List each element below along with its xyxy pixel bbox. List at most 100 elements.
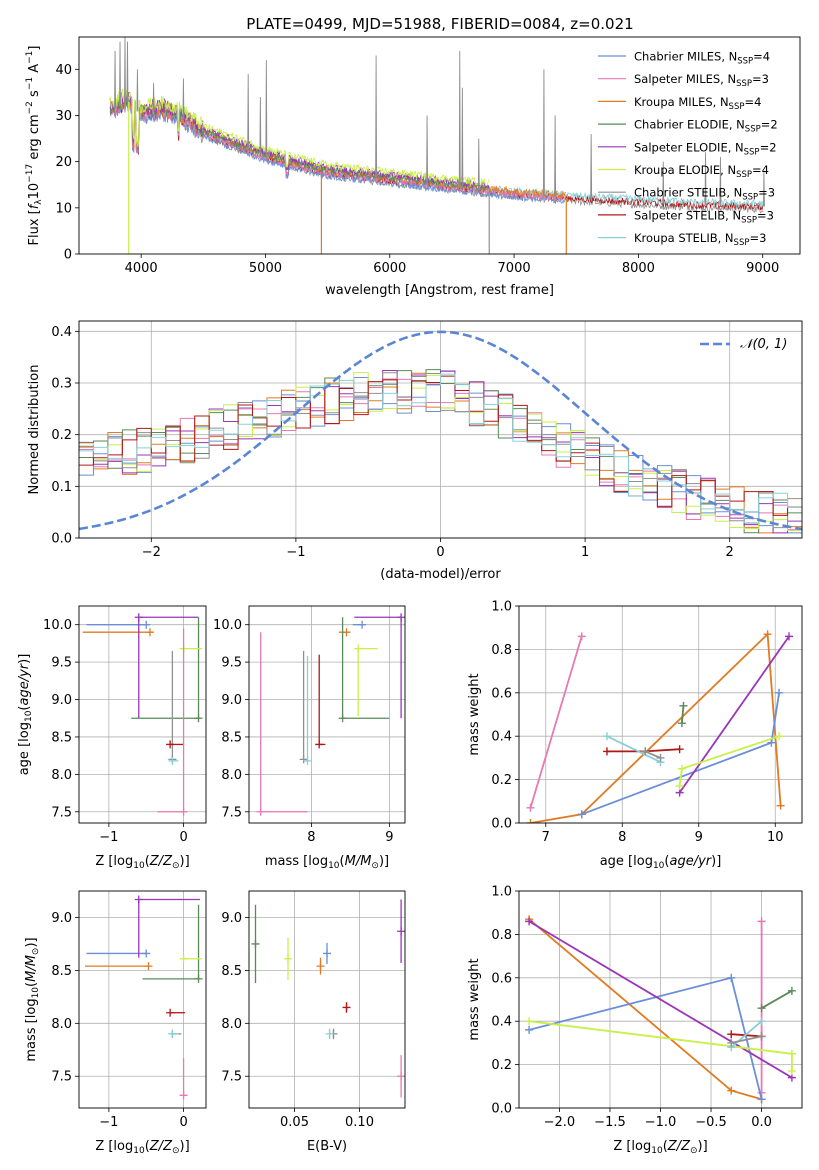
- y-tick-label: 9.0: [221, 693, 242, 708]
- x-tick-label: 10: [767, 830, 784, 845]
- panel-residuals: −2 −1 0 1 2 0.0 0.1 0.2 0.3 0.4 𝒩(0, 1) (data-model…: [27, 320, 803, 582]
- data-point: [757, 1017, 766, 1026]
- data-point: [775, 688, 784, 697]
- panel-mass-vs-EBV: 0.05 0.10 7.5 8.0 8.5 9.0 E(B-V): [221, 890, 406, 1154]
- axes: −1 0 7.5 8.0 8.5 9.0 Z [log10(Z/Z⊙)] mass [log1…: [24, 890, 207, 1156]
- y-tick-label: 0.2: [491, 773, 512, 788]
- data-point: [526, 803, 535, 812]
- series-line: [761, 990, 793, 1009]
- x-tick-label: −1: [286, 545, 305, 560]
- data-point: [727, 1030, 736, 1039]
- y-tick-label: 10.0: [43, 618, 72, 633]
- y-tick-label: 10: [55, 201, 72, 216]
- x-tick-label: 7000: [498, 261, 531, 276]
- data-point: [677, 764, 686, 773]
- y-axis-label: mass weight: [467, 958, 482, 1040]
- data-point: [577, 632, 586, 641]
- axes: 0.05 0.10 7.5 8.0 8.5 9.0 E(B-V): [221, 890, 406, 1154]
- data-point: [166, 740, 175, 749]
- emission-line: [259, 97, 262, 156]
- y-tick-label: 0.0: [491, 817, 512, 832]
- data-point: [602, 747, 611, 756]
- panel-mass-weight-vs-Z: −2.0 −1.5 −1.0 −0.5 0.0 0.0 0.2 0.4 0.6 0.8 1.0 Z […: [467, 885, 803, 1156]
- x-tick-label: −0.5: [695, 1115, 727, 1130]
- y-tick-label: 30: [55, 109, 72, 124]
- data-point: [602, 732, 611, 741]
- plot-area: [526, 630, 793, 823]
- emission-line: [426, 115, 429, 185]
- axes: −2.0 −1.5 −1.0 −0.5 0.0 0.0 0.2 0.4 0.6 0.8 1.0 Z […: [467, 885, 803, 1156]
- x-tick-label: 9000: [746, 261, 779, 276]
- y-tick-label: 0.4: [491, 1015, 512, 1030]
- y-axis-label: mass [log10(M/M⊙)]: [24, 937, 41, 1061]
- data-point: [397, 1072, 405, 1081]
- y-tick-label: 8.0: [51, 1017, 72, 1032]
- y-tick-label: 0.4: [491, 730, 512, 745]
- plot-area: [525, 915, 796, 1104]
- x-tick-label: 0.10: [345, 1115, 374, 1130]
- series-line: [678, 735, 780, 787]
- y-tick-label: 0.4: [51, 325, 72, 340]
- grid: [519, 605, 802, 824]
- data-point: [299, 755, 308, 764]
- series-line: [528, 920, 793, 1079]
- series-line: [731, 1035, 762, 1044]
- data-point: [397, 927, 405, 936]
- data-point: [679, 701, 688, 710]
- data-point: [641, 747, 650, 756]
- plot-area: [256, 613, 405, 816]
- data-point: [677, 719, 686, 728]
- spectrum-chabrier-miles: [109, 97, 564, 205]
- legend-value: =4: [752, 163, 769, 177]
- y-tick-label: 20: [55, 155, 72, 170]
- data-point: [757, 1004, 766, 1013]
- legend-value: =4: [753, 50, 770, 64]
- axes-frame: [78, 36, 801, 255]
- legend-subscript: SSP: [736, 79, 752, 89]
- axes-frame: [78, 320, 803, 539]
- panel-age-vs-mass: 8 9 7.5 8.0 8.5 9.0 9.5 10.0 mass [log10(M/M⊙)]: [213, 605, 406, 871]
- data-point: [727, 973, 736, 982]
- y-tick-label: 40: [55, 63, 72, 78]
- data-point: [776, 801, 785, 810]
- panel-spectrum: 4000 5000 6000 7000 8000 9000 0 10 20 30 40 wavelen…: [25, 36, 801, 298]
- data-point: [142, 620, 151, 629]
- emission-line: [114, 50, 116, 109]
- x-axis-label: (data-model)/error: [380, 567, 501, 582]
- emission-line: [477, 138, 480, 191]
- emission-line: [247, 73, 250, 151]
- x-tick-label: −2.0: [544, 1115, 576, 1130]
- legend-entry: Salpeter ELODIE, NSSP=2: [634, 140, 777, 157]
- y-tick-label: 7.5: [221, 805, 242, 820]
- data-point: [526, 819, 535, 823]
- legend-entry: Salpeter MILES, NSSP=3: [634, 72, 769, 89]
- data-point: [342, 628, 351, 637]
- plot-area: [79, 330, 802, 534]
- data-point: [727, 1038, 736, 1047]
- data-point: [179, 1091, 188, 1100]
- y-tick-label: 9.0: [51, 911, 72, 926]
- x-tick-label: 9: [695, 830, 703, 845]
- x-axis-label: Z [log10(Z/Z⊙)]: [95, 854, 189, 871]
- panel-age-vs-Z: −1 0 7.5 8.0 8.5 9.0 9.5 10.0 Z [log10(Z/Z⊙)] age…: [17, 605, 207, 871]
- data-point: [134, 613, 143, 622]
- x-tick-label: 0: [179, 1115, 187, 1130]
- series-line: [606, 735, 661, 764]
- spectrum-kroupa-miles: [109, 97, 566, 200]
- y-tick-label: 0.3: [51, 377, 72, 392]
- y-axis-label: Normed distribution: [27, 365, 42, 495]
- emission-line: [152, 83, 155, 113]
- y-tick-label: 1.0: [491, 885, 512, 900]
- data-point: [142, 949, 151, 958]
- data-point: [763, 630, 772, 639]
- x-tick-label: 0.0: [751, 1115, 772, 1130]
- x-axis-label: age [log10(age/yr)]: [600, 854, 722, 871]
- emission-line: [763, 170, 765, 207]
- emission-line: [375, 55, 378, 179]
- series-line: [530, 632, 782, 823]
- legend-value: =3: [758, 186, 775, 200]
- legend-subscript: SSP: [729, 102, 745, 112]
- plot-area: [251, 899, 405, 1098]
- data-point: [145, 628, 154, 637]
- x-axis-label: mass [log10(M/M⊙)]: [265, 854, 389, 871]
